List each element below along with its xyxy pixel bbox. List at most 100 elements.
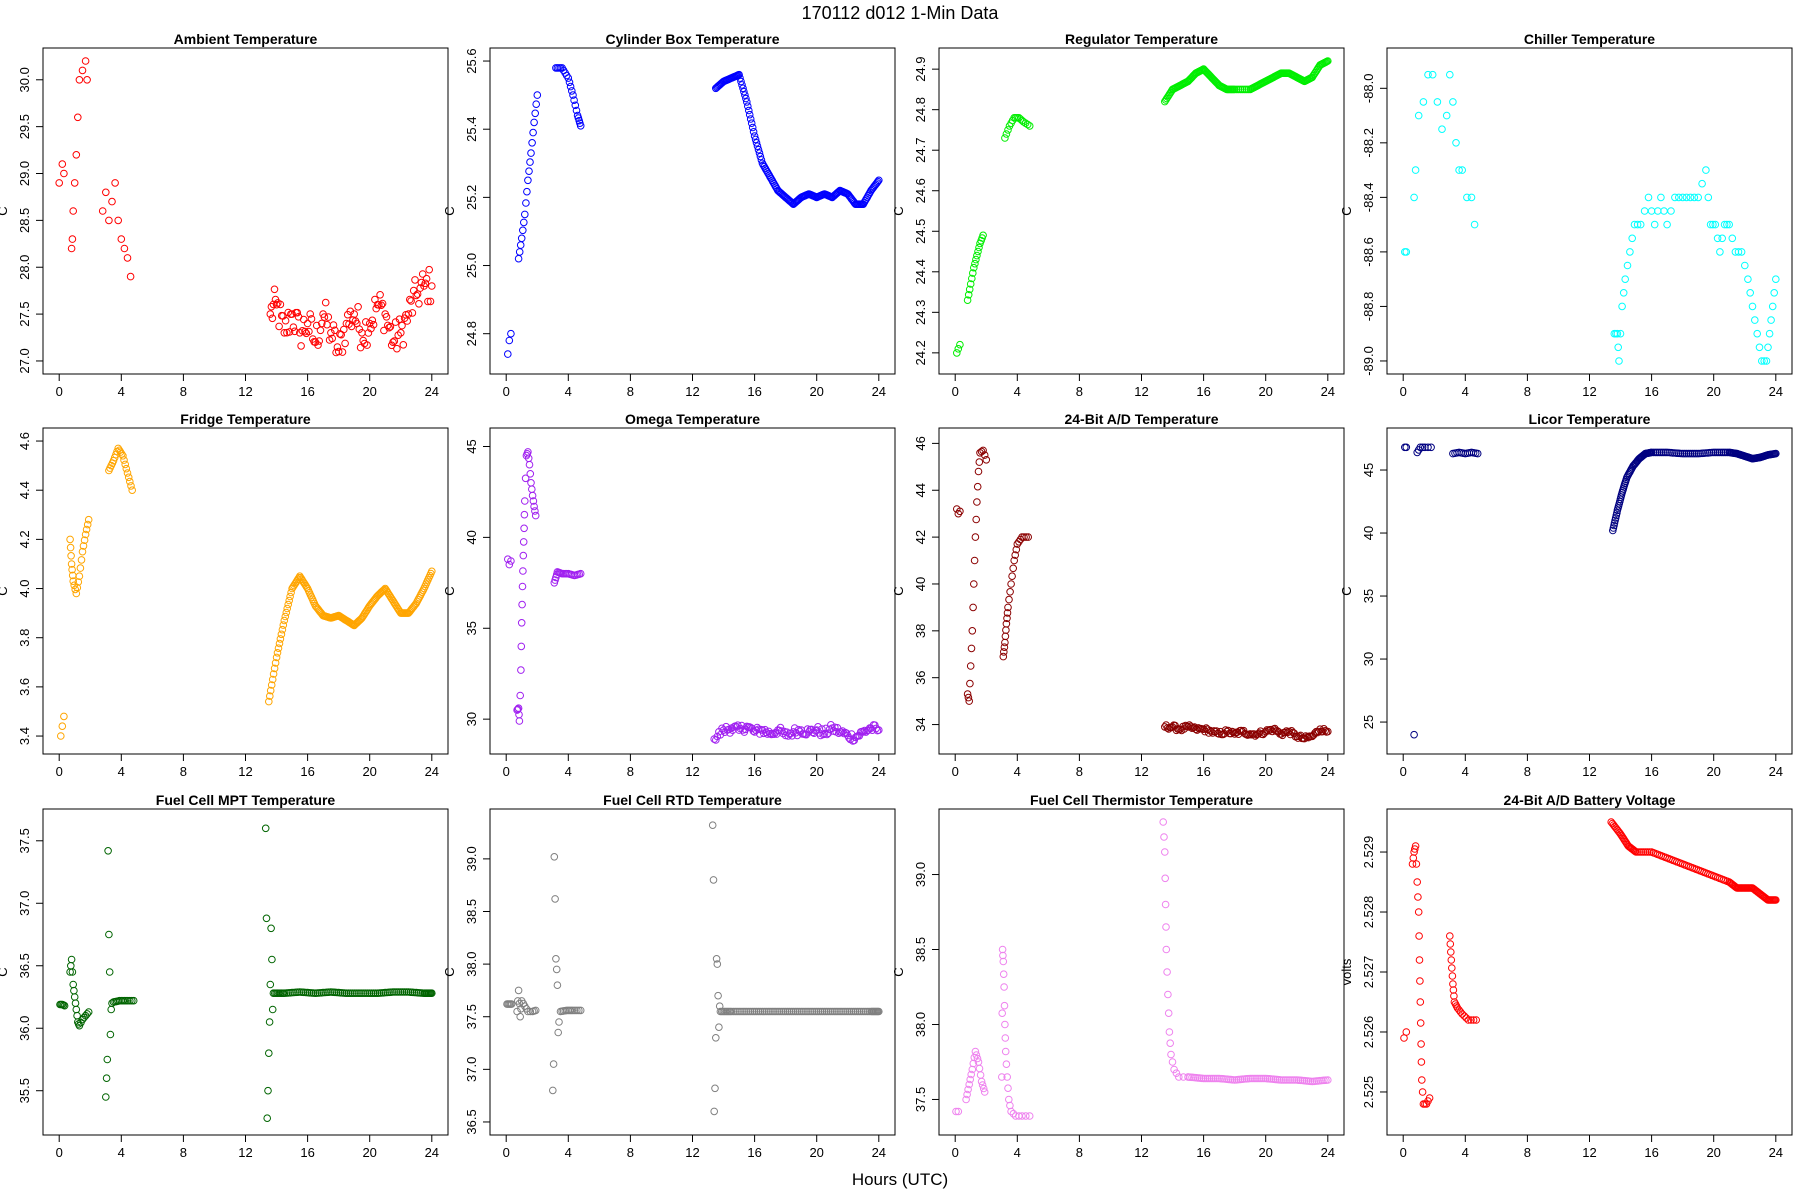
data-point <box>69 207 77 215</box>
data-point <box>519 551 528 560</box>
data-point <box>836 1007 844 1016</box>
data-point <box>1004 126 1012 134</box>
x-tick-label: 16 <box>300 764 314 779</box>
data-point <box>527 149 535 157</box>
data-point <box>1419 98 1428 106</box>
y-axis-label: C <box>442 586 457 595</box>
data-point <box>1170 1065 1178 1074</box>
data-point <box>764 1007 773 1016</box>
data-point <box>750 1007 759 1016</box>
data-point <box>1010 556 1019 565</box>
x-tick-label: 24 <box>1769 384 1783 399</box>
data-point <box>274 644 283 653</box>
data-point <box>1734 248 1743 256</box>
data-point <box>1698 179 1706 188</box>
data-point <box>760 1007 769 1016</box>
data-series-ambient-temperature <box>55 57 436 357</box>
data-point <box>273 649 282 657</box>
x-tick-label: 24 <box>425 384 439 399</box>
data-point <box>1644 193 1653 202</box>
data-point <box>979 1084 988 1093</box>
data-point <box>107 1005 115 1014</box>
data-point <box>122 464 131 473</box>
data-point <box>324 313 333 321</box>
data-point <box>778 1007 786 1016</box>
data-point <box>75 76 84 84</box>
y-tick-label: 38.0 <box>913 1012 928 1037</box>
data-point <box>368 316 377 325</box>
data-point <box>1723 220 1731 229</box>
data-point <box>270 285 279 294</box>
data-point <box>1711 448 1720 457</box>
data-point <box>517 642 526 651</box>
data-point <box>355 325 364 334</box>
data-point <box>998 945 1007 954</box>
x-tick-label: 20 <box>362 1145 376 1160</box>
x-tick-label: 4 <box>1462 1145 1469 1160</box>
data-point <box>1289 1076 1297 1084</box>
data-point <box>1704 193 1713 202</box>
data-point <box>874 1007 882 1016</box>
data-point <box>794 725 803 734</box>
panel-title: 24-Bit A/D Battery Voltage <box>1504 792 1676 808</box>
data-point <box>124 473 133 482</box>
data-point <box>105 968 114 976</box>
x-tick-label: 16 <box>1644 1145 1658 1160</box>
data-point <box>74 113 82 122</box>
data-point <box>746 1007 755 1016</box>
data-point <box>78 66 87 75</box>
data-point <box>781 1007 790 1016</box>
data-point <box>415 300 423 308</box>
data-point <box>531 109 540 118</box>
data-point <box>864 726 873 734</box>
data-point <box>356 343 365 352</box>
data-point <box>517 666 525 674</box>
data-point <box>1024 533 1032 541</box>
data-point <box>279 989 287 998</box>
data-point <box>1690 193 1699 202</box>
x-tick-label: 12 <box>1134 384 1148 399</box>
data-point <box>971 259 979 268</box>
data-point <box>751 135 760 144</box>
data-point <box>528 139 536 147</box>
data-point <box>84 1008 93 1016</box>
data-point <box>1002 1060 1011 1068</box>
y-tick-label: 37.0 <box>464 1057 479 1082</box>
data-point <box>364 989 372 998</box>
y-tick-label: 38.5 <box>464 899 479 924</box>
data-point <box>1657 193 1665 202</box>
data-point <box>1653 448 1662 457</box>
data-point <box>1005 1095 1013 1104</box>
data-point <box>518 582 527 591</box>
data-point <box>525 460 534 469</box>
data-point <box>57 732 65 740</box>
data-point <box>1005 595 1013 604</box>
data-point <box>1175 1073 1183 1081</box>
data-point <box>567 1006 576 1015</box>
data-point <box>818 725 826 733</box>
panel-title: Chiller Temperature <box>1524 31 1655 47</box>
data-point <box>1180 725 1188 733</box>
panel-title: Licor Temperature <box>1529 411 1651 427</box>
data-point <box>1467 193 1476 202</box>
data-point <box>1409 854 1418 862</box>
x-tick-label: 0 <box>503 384 510 399</box>
data-point <box>119 452 127 460</box>
data-point <box>1414 446 1423 454</box>
data-point <box>1452 1002 1461 1010</box>
data-point <box>1414 908 1423 916</box>
data-point <box>281 612 290 621</box>
data-point <box>1263 726 1271 734</box>
data-point <box>66 535 74 544</box>
y-tick-label: 34 <box>913 717 928 731</box>
x-tick-label: 0 <box>1400 384 1407 399</box>
data-point <box>551 895 559 903</box>
data-point <box>1008 572 1016 581</box>
data-point <box>302 583 311 591</box>
data-point <box>793 1007 802 1016</box>
data-point <box>1449 986 1458 994</box>
y-tick-label: 37.0 <box>17 891 32 916</box>
data-point <box>1640 207 1649 215</box>
data-point <box>1164 1009 1173 1018</box>
data-point <box>575 570 584 579</box>
